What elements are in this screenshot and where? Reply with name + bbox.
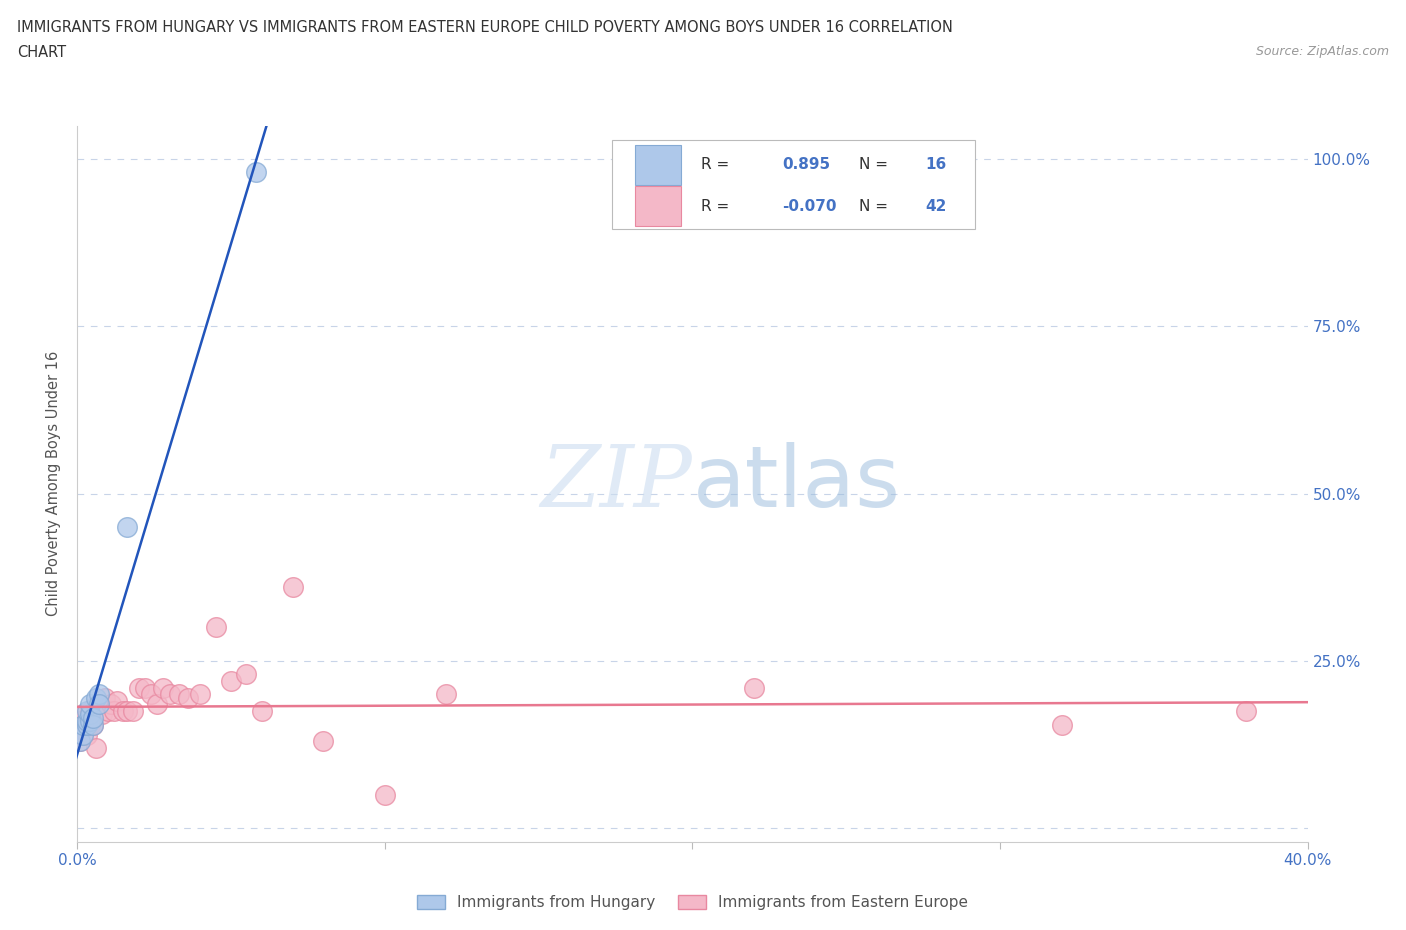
Point: [134, 680, 156, 695]
Text: CHART: CHART: [17, 45, 66, 60]
Text: R =: R =: [702, 157, 730, 172]
Point: [245, 165, 267, 179]
Point: [141, 687, 163, 702]
Point: [69, 713, 91, 728]
Point: [76, 704, 98, 719]
Point: [146, 697, 169, 711]
Point: [312, 734, 335, 749]
Point: [742, 680, 765, 695]
Point: [105, 694, 128, 709]
Bar: [634, 145, 682, 185]
Y-axis label: Child Poverty Among Boys Under 16: Child Poverty Among Boys Under 16: [46, 351, 62, 617]
Point: [112, 704, 135, 719]
Point: [188, 687, 212, 702]
Point: [79, 707, 101, 722]
Point: [219, 673, 242, 688]
Bar: [634, 186, 682, 226]
Point: [281, 580, 304, 595]
Point: [82, 717, 104, 732]
Point: [69, 734, 91, 749]
Point: [72, 707, 94, 722]
Point: [90, 707, 114, 722]
Point: [84, 740, 107, 755]
Point: [76, 717, 98, 732]
Point: [72, 717, 94, 732]
Point: [82, 717, 104, 732]
Point: [1050, 717, 1073, 732]
Text: N =: N =: [859, 157, 887, 172]
Point: [235, 667, 257, 682]
Point: [72, 717, 94, 732]
Point: [159, 687, 181, 702]
Point: [250, 704, 273, 719]
Text: atlas: atlas: [693, 442, 900, 525]
Point: [82, 700, 104, 715]
Point: [82, 711, 104, 725]
Point: [115, 520, 138, 535]
Point: [76, 717, 98, 732]
Point: [103, 704, 125, 719]
Point: [79, 697, 101, 711]
Point: [94, 690, 117, 705]
Point: [121, 704, 143, 719]
Text: IMMIGRANTS FROM HUNGARY VS IMMIGRANTS FROM EASTERN EUROPE CHILD POVERTY AMONG BO: IMMIGRANTS FROM HUNGARY VS IMMIGRANTS FR…: [17, 20, 953, 35]
Text: 42: 42: [925, 199, 946, 214]
Point: [76, 727, 98, 742]
Point: [87, 697, 110, 711]
Point: [76, 713, 98, 728]
Point: [79, 717, 101, 732]
Point: [87, 697, 110, 711]
Point: [79, 713, 101, 728]
Point: [1234, 704, 1257, 719]
Point: [79, 704, 101, 719]
Point: [204, 620, 226, 635]
Point: [72, 727, 94, 742]
Point: [97, 704, 120, 719]
Point: [167, 687, 190, 702]
Point: [84, 690, 107, 705]
Point: [152, 680, 174, 695]
Point: [128, 680, 150, 695]
Text: Source: ZipAtlas.com: Source: ZipAtlas.com: [1256, 45, 1389, 58]
Point: [436, 687, 458, 702]
Text: N =: N =: [859, 199, 887, 214]
Point: [100, 697, 122, 711]
Legend: Immigrants from Hungary, Immigrants from Eastern Europe: Immigrants from Hungary, Immigrants from…: [411, 888, 974, 916]
FancyBboxPatch shape: [613, 140, 976, 230]
Text: R =: R =: [702, 199, 730, 214]
Point: [115, 704, 138, 719]
Point: [87, 687, 110, 702]
Point: [177, 690, 200, 705]
Text: -0.070: -0.070: [782, 199, 837, 214]
Point: [72, 727, 94, 742]
Text: 16: 16: [925, 157, 946, 172]
Point: [69, 734, 91, 749]
Point: [374, 788, 396, 803]
Text: ZIP: ZIP: [540, 443, 693, 525]
Text: 0.895: 0.895: [782, 157, 831, 172]
